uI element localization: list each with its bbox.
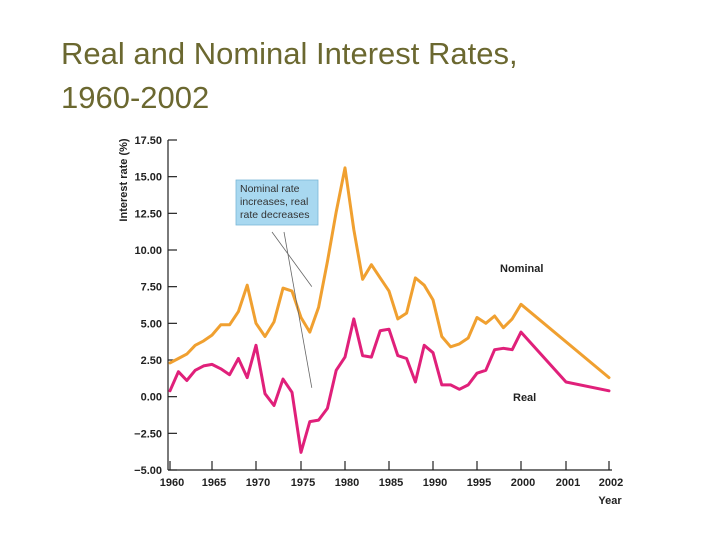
x-tick-label: 1980 [335,477,359,489]
y-tick-label: 2.50 [141,355,162,367]
y-tick-label: 5.00 [141,318,162,330]
y-tick-label: 17.50 [134,135,162,147]
x-axis-title: Year [598,495,622,507]
title-line-1: Real and Nominal Interest Rates, [61,36,518,71]
series-layer: Nominal Real [168,166,611,454]
y-tick-label: −5.00 [134,465,162,477]
x-tick-label: 2002 [599,477,623,489]
real-series-label: Real [513,392,536,404]
y-tick-label: 12.50 [134,208,162,220]
y-tick-label: 15.00 [134,172,162,184]
y-tick-label: 10.00 [134,245,162,257]
annotation-pointer-line [283,231,313,388]
x-tick-label: 1975 [291,477,315,489]
x-tick-label: 1965 [202,477,226,489]
x-tick-label: 1960 [160,477,184,489]
y-axis-title: Interest rate (%) [118,138,130,221]
nominal-series-line [168,166,611,380]
x-tick-label: 2001 [556,477,580,489]
y-tick-label: −2.50 [134,428,162,440]
real-series-line [168,317,611,454]
x-tick-label: 1970 [246,477,270,489]
annotation-text-line: increases, real [240,196,308,208]
axes: 17.50 15.00 12.50 10.00 7.50 5.00 2.50 0.00 −2.5… [118,135,623,507]
x-tick-label: 2000 [511,477,535,489]
y-tick-label: 0.00 [141,392,162,404]
nominal-series-label: Nominal [500,263,543,275]
y-tick-label: 7.50 [141,282,162,294]
annotation-text-line: Nominal rate [240,183,300,195]
annotation-pointer-line [271,231,313,287]
title-line-2: 1960-2002 [61,80,210,115]
annotation-text-line: rate decreases [240,209,309,221]
x-tick-label: 1985 [379,477,403,489]
x-tick-label: 1990 [423,477,447,489]
annotation-box [235,179,319,226]
x-tick-label: 1995 [467,477,491,489]
slide-title: Real and Nominal Interest Rates, 1960-20… [61,32,661,120]
